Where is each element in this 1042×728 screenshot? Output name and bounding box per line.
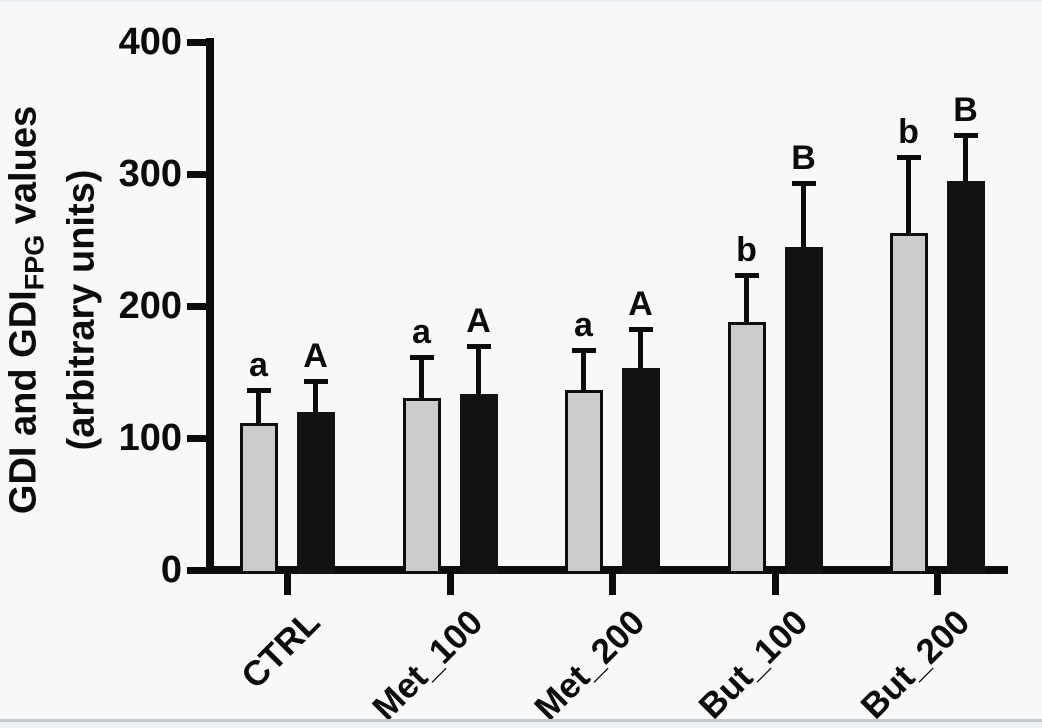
significance-label: a [249,345,268,384]
error-bar-cap [571,348,596,354]
bar-gdi-ctrl [239,423,278,574]
error-bar-cap [628,327,653,333]
y-axis-tick-label: 400 [118,21,182,63]
bar-gdi_fpg-ctrl [296,411,335,574]
bar-gdi-but_100 [727,321,766,574]
error-bar-line [638,331,643,369]
y-axis-tick-label: 200 [118,285,182,327]
x-axis-tick [283,574,291,595]
significance-label: a [574,306,593,345]
y-axis-tick-label: 300 [118,153,182,195]
error-bar-cap [734,272,759,278]
y-axis-tick-label: 100 [118,417,182,459]
x-axis-tick-label: Met_100 [364,602,491,728]
error-bar-cap [409,354,434,360]
y-axis-tick [187,302,208,310]
error-bar-cap [246,387,271,393]
significance-label: B [791,138,816,177]
error-bar-line [313,382,318,412]
error-bar-line [476,348,481,395]
y-axis-tick [187,38,208,46]
x-axis-tick-label: Met_200 [526,602,653,728]
error-bar-line [963,137,968,181]
y-axis-tick [187,566,208,574]
bar-gdi_fpg-met_100 [459,394,498,574]
screenshot-bottom-edge-fill [0,722,1042,728]
bar-gdi_fpg-met_200 [621,368,660,574]
error-bar-cap [953,133,978,139]
screenshot-top-edge [0,0,1042,2]
significance-label: A [303,336,328,375]
bar-gdi_fpg-but_100 [784,246,823,574]
error-bar-cap [303,378,328,384]
screenshot-bottom-edge-line [0,719,1042,722]
error-bar-line [801,184,806,247]
y-axis-tick [187,170,208,178]
y-axis-tick [187,434,208,442]
significance-label: A [466,302,491,341]
x-axis-tick [608,574,616,595]
significance-label: a [412,312,431,351]
significance-label: b [736,230,757,269]
x-axis-tick [933,574,941,595]
significance-label: b [898,113,919,152]
error-bar-cap [791,180,816,186]
x-axis-tick-label: But_100 [691,602,816,727]
error-bar-line [744,276,749,322]
error-bar-line [256,391,261,424]
significance-label: B [953,91,978,130]
error-bar-line [906,159,911,234]
error-bar-line [419,358,424,399]
significance-label: A [628,285,653,324]
bar-gdi-but_200 [889,233,928,574]
x-axis-tick-label: But_200 [853,602,978,727]
y-axis-spine [206,38,214,574]
error-bar-cap [896,155,921,161]
x-axis-tick [771,574,779,595]
bar-gdi-met_100 [402,398,441,574]
y-axis-tick-label: 0 [160,549,182,591]
x-axis-spine [206,566,1008,574]
x-axis-tick-label: CTRL [233,602,328,697]
x-axis-tick [446,574,454,595]
error-bar-line [581,352,586,391]
error-bar-cap [466,344,491,350]
bar-gdi-met_200 [564,390,603,574]
bar-gdi_fpg-but_200 [946,180,985,574]
